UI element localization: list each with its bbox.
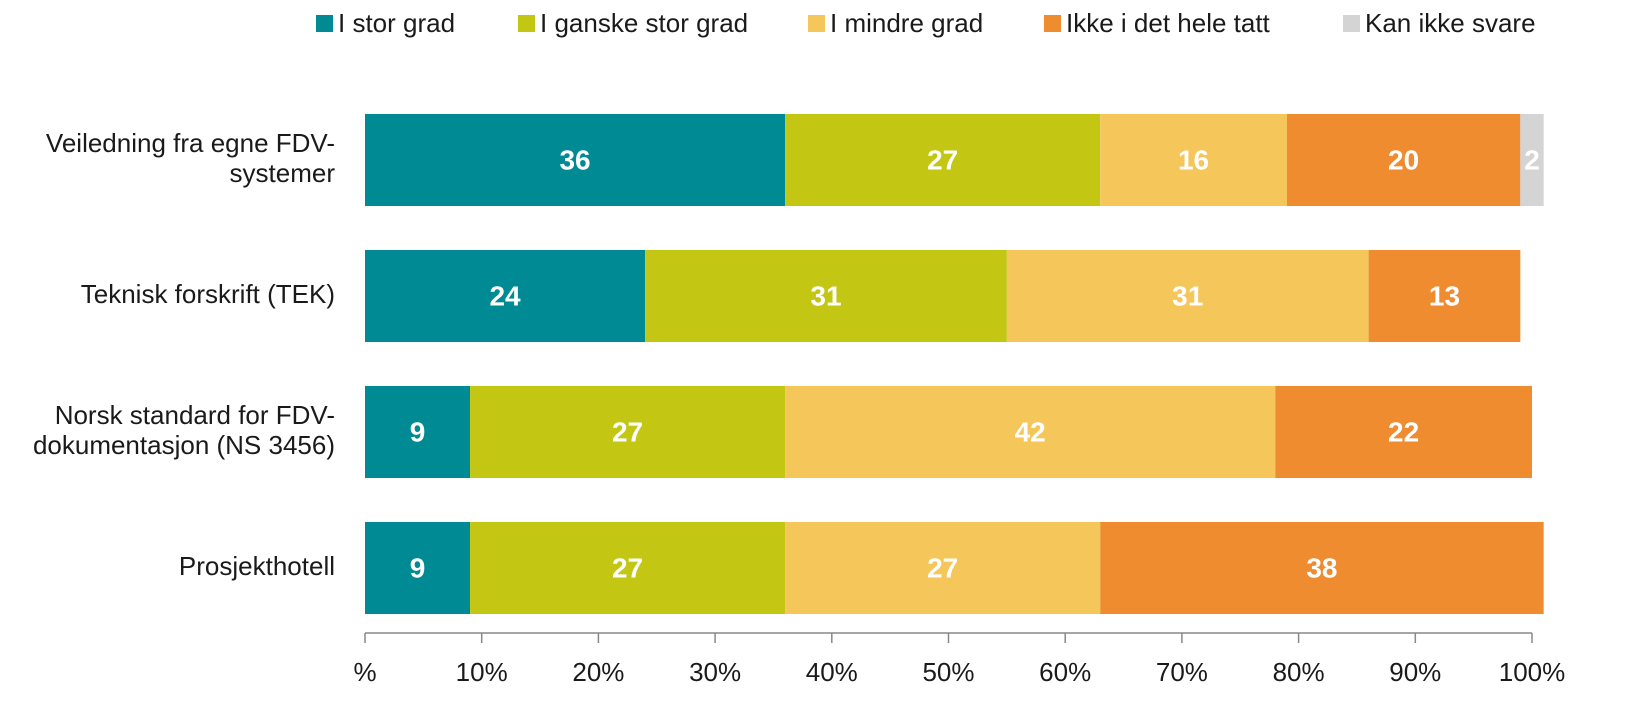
x-tick-label: %	[353, 657, 376, 687]
x-tick-label: 80%	[1273, 657, 1325, 687]
value-label: 38	[1306, 552, 1337, 583]
legend-label: I ganske stor grad	[540, 8, 748, 38]
value-label: 27	[612, 416, 643, 447]
value-label: 22	[1388, 416, 1419, 447]
bar-segment	[365, 114, 786, 206]
bar-segment	[470, 386, 786, 478]
x-tick-label: 10%	[456, 657, 508, 687]
bar-segment	[1520, 114, 1544, 206]
value-label: 42	[1015, 416, 1046, 447]
bar-segment	[645, 250, 1007, 342]
category-label: Norsk standard for FDV-dokumentasjon (NS…	[33, 400, 335, 460]
x-tick-label: 90%	[1389, 657, 1441, 687]
legend-swatch	[808, 15, 825, 32]
category-label: Teknisk forskrift (TEK)	[81, 279, 335, 309]
value-label: 27	[927, 144, 958, 175]
value-label: 24	[489, 280, 521, 311]
x-tick-label: 100%	[1499, 657, 1566, 687]
value-label: 27	[612, 552, 643, 583]
legend-swatch	[316, 15, 333, 32]
value-label: 13	[1429, 280, 1460, 311]
bar-segment	[365, 522, 471, 614]
legend-label: I mindre grad	[830, 8, 983, 38]
value-label: 2	[1524, 144, 1540, 175]
value-label: 36	[559, 144, 590, 175]
bar-segment	[1100, 114, 1287, 206]
bar-segment	[1275, 386, 1532, 478]
x-tick-label: 70%	[1156, 657, 1208, 687]
bar-segment	[785, 114, 1101, 206]
x-tick-label: 20%	[572, 657, 624, 687]
bar-segment	[1368, 250, 1521, 342]
x-tick-label: 50%	[922, 657, 974, 687]
bar-segment	[785, 386, 1276, 478]
x-tick-label: 40%	[806, 657, 858, 687]
value-label: 31	[810, 280, 841, 311]
x-tick-label: 60%	[1039, 657, 1091, 687]
legend-swatch	[1343, 15, 1360, 32]
bar-segment	[785, 522, 1101, 614]
legend-label: Ikke i det hele tatt	[1066, 8, 1271, 38]
x-tick-label: 30%	[689, 657, 741, 687]
bar-segment	[1100, 522, 1544, 614]
value-label: 16	[1178, 144, 1209, 175]
bar-segment	[1006, 250, 1369, 342]
legend-swatch	[518, 15, 535, 32]
value-label: 31	[1172, 280, 1203, 311]
legend-label: Kan ikke svare	[1365, 8, 1536, 38]
category-label: Prosjekthotell	[179, 551, 335, 581]
bar-segment	[1286, 114, 1521, 206]
bar-segment	[365, 250, 646, 342]
legend-label: I stor grad	[338, 8, 455, 38]
value-label: 27	[927, 552, 958, 583]
bar-segment	[470, 522, 786, 614]
bar-segment	[365, 386, 471, 478]
value-label: 9	[410, 552, 426, 583]
legend-swatch	[1044, 15, 1061, 32]
value-label: 20	[1388, 144, 1419, 175]
value-label: 9	[410, 416, 426, 447]
category-label: Veiledning fra egne FDV-systemer	[46, 128, 335, 188]
